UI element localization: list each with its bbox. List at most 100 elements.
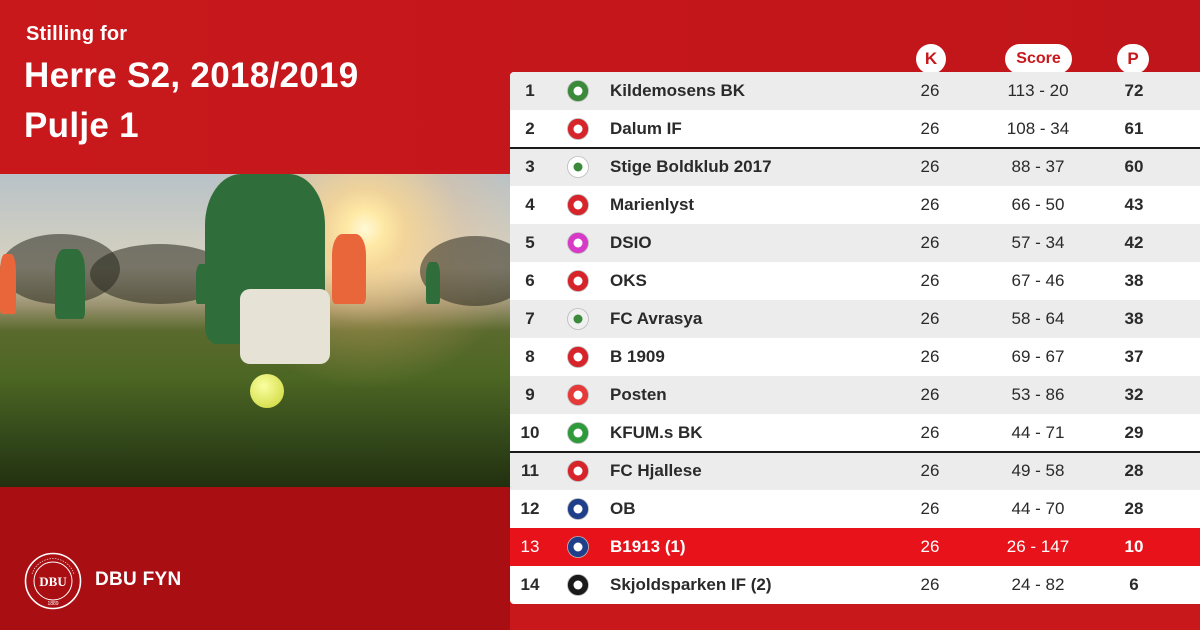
- team-crest-icon: [567, 460, 589, 482]
- points: 43: [1124, 195, 1144, 214]
- row-position: 6: [525, 271, 535, 290]
- team-crest-icon: [567, 80, 589, 102]
- points: 32: [1124, 385, 1144, 404]
- column-header-score: Score: [1005, 44, 1072, 74]
- points: 42: [1124, 233, 1144, 252]
- team-name: Posten: [610, 385, 667, 404]
- team-crest-icon: [567, 308, 589, 330]
- player-shorts: [240, 289, 330, 364]
- team-name: DSIO: [610, 233, 652, 252]
- row-position: 4: [525, 195, 535, 214]
- svg-text:1889: 1889: [47, 601, 58, 607]
- player-distant: [196, 264, 210, 304]
- table-row: 13 B1913 (1) 26 26 - 147 10: [510, 528, 1200, 566]
- page-subtitle: Pulje 1: [24, 106, 139, 145]
- table-row: 1 Kildemosens BK 26 113 - 20 72: [510, 72, 1200, 110]
- table-divider: [510, 451, 1200, 453]
- row-position: 14: [520, 575, 540, 594]
- matches-played: 26: [920, 271, 940, 290]
- team-name: FC Hjallese: [610, 461, 702, 480]
- pre-title: Stilling for: [26, 23, 128, 45]
- team-crest-icon: [567, 384, 589, 406]
- goal-score: 44 - 70: [1011, 499, 1065, 518]
- table-row: 14 Skjoldsparken IF (2) 26 24 - 82 6: [510, 566, 1200, 604]
- table-divider: [510, 147, 1200, 149]
- team-name: Kildemosens BK: [610, 81, 746, 100]
- table-row: 4 Marienlyst 26 66 - 50 43: [510, 186, 1200, 224]
- goal-score: 108 - 34: [1006, 119, 1070, 138]
- team-name: OKS: [610, 271, 647, 290]
- matches-played: 26: [920, 309, 940, 328]
- team-crest-icon: [567, 156, 589, 178]
- team-crest-icon: [567, 270, 589, 292]
- page-title: Herre S2, 2018/2019: [24, 56, 359, 95]
- points: 72: [1124, 81, 1144, 100]
- points: 29: [1124, 423, 1144, 442]
- matches-played: 26: [920, 461, 940, 480]
- column-header-p: P: [1117, 44, 1149, 74]
- team-name: Marienlyst: [610, 195, 695, 214]
- goal-score: 57 - 34: [1011, 233, 1065, 252]
- team-crest-icon: [567, 574, 589, 596]
- team-name: Dalum IF: [610, 119, 682, 138]
- team-crest-icon: [567, 346, 589, 368]
- table-row: 5 DSIO 26 57 - 34 42: [510, 224, 1200, 262]
- row-position: 2: [525, 119, 535, 138]
- row-position: 10: [520, 423, 540, 442]
- table-row: 7 FC Avrasya 26 58 - 64 38: [510, 300, 1200, 338]
- table-row: 3 Stige Boldklub 2017 26 88 - 37 60: [510, 148, 1200, 186]
- footer-band: [0, 487, 510, 630]
- matches-played: 26: [920, 537, 940, 556]
- table-row: 6 OKS 26 67 - 46 38: [510, 262, 1200, 300]
- row-position: 13: [520, 537, 540, 556]
- row-position: 1: [525, 81, 535, 100]
- goal-score: 26 - 147: [1006, 537, 1070, 556]
- row-position: 11: [521, 461, 539, 480]
- matches-played: 26: [920, 575, 940, 594]
- matches-played: 26: [920, 81, 940, 100]
- points: 37: [1124, 347, 1144, 366]
- team-crest-icon: [567, 498, 589, 520]
- team-name: Stige Boldklub 2017: [610, 157, 772, 176]
- row-position: 5: [525, 233, 535, 252]
- table-row: 2 Dalum IF 26 108 - 34 61: [510, 110, 1200, 148]
- team-name: FC Avrasya: [610, 309, 703, 328]
- team-name: OB: [610, 499, 636, 518]
- goal-score: 69 - 67: [1011, 347, 1065, 366]
- matches-played: 26: [920, 195, 940, 214]
- team-name: Skjoldsparken IF (2): [610, 575, 772, 594]
- table-row: 9 Posten 26 53 - 86 32: [510, 376, 1200, 414]
- team-name: B 1909: [610, 347, 665, 366]
- matches-played: 26: [920, 423, 940, 442]
- row-position: 12: [520, 499, 540, 518]
- dbu-logo: DBU 1889: [24, 552, 82, 610]
- matches-played: 26: [920, 233, 940, 252]
- goal-score: 113 - 20: [1007, 81, 1069, 100]
- points: 10: [1124, 537, 1144, 556]
- team-name: B1913 (1): [610, 537, 686, 556]
- goal-score: 44 - 71: [1011, 423, 1065, 442]
- goal-score: 67 - 46: [1011, 271, 1065, 290]
- matches-played: 26: [920, 347, 940, 366]
- brand-name: DBU FYN: [95, 569, 182, 590]
- player-left: [55, 249, 85, 319]
- goal-score: 58 - 64: [1011, 309, 1065, 328]
- football-photo: [0, 174, 510, 487]
- row-position: 7: [525, 309, 535, 328]
- points: 6: [1129, 575, 1139, 594]
- goal-score: 24 - 82: [1011, 575, 1065, 594]
- team-crest-icon: [567, 536, 589, 558]
- points: 60: [1124, 157, 1144, 176]
- team-name: KFUM.s BK: [610, 423, 703, 442]
- points: 38: [1124, 271, 1144, 290]
- team-crest-icon: [567, 422, 589, 444]
- team-crest-icon: [567, 118, 589, 140]
- row-position: 8: [525, 347, 535, 366]
- matches-played: 26: [920, 385, 940, 404]
- row-position: 3: [525, 157, 535, 176]
- goal-score: 88 - 37: [1011, 157, 1065, 176]
- team-crest-icon: [567, 194, 589, 216]
- player-distant-right: [426, 262, 440, 304]
- player-edge: [0, 254, 16, 314]
- matches-played: 26: [920, 119, 940, 138]
